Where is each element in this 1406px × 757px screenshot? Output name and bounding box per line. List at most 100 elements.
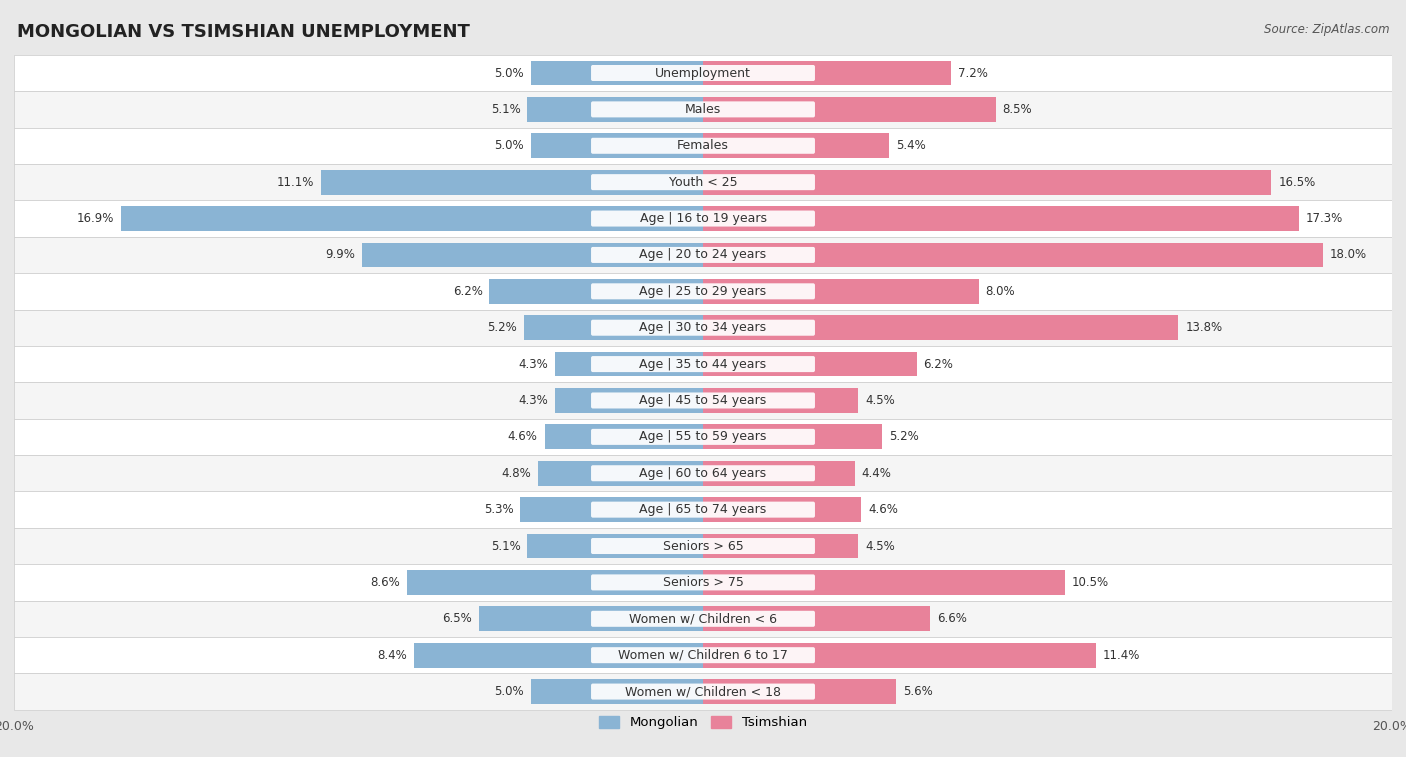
Text: Seniors > 65: Seniors > 65 — [662, 540, 744, 553]
FancyBboxPatch shape — [14, 637, 1392, 674]
FancyBboxPatch shape — [591, 138, 815, 154]
Text: 13.8%: 13.8% — [1185, 321, 1222, 334]
Text: Age | 16 to 19 years: Age | 16 to 19 years — [640, 212, 766, 225]
Text: 18.0%: 18.0% — [1330, 248, 1367, 261]
Bar — [321, 170, 703, 195]
Text: Age | 30 to 34 years: Age | 30 to 34 years — [640, 321, 766, 334]
Bar — [703, 570, 1064, 595]
FancyBboxPatch shape — [14, 128, 1392, 164]
Text: 4.8%: 4.8% — [501, 467, 531, 480]
Bar — [121, 206, 703, 231]
FancyBboxPatch shape — [591, 611, 815, 627]
Text: Age | 45 to 54 years: Age | 45 to 54 years — [640, 394, 766, 407]
Text: Unemployment: Unemployment — [655, 67, 751, 79]
Bar — [703, 497, 862, 522]
Bar — [703, 206, 1299, 231]
Text: Age | 65 to 74 years: Age | 65 to 74 years — [640, 503, 766, 516]
Bar — [703, 606, 931, 631]
FancyBboxPatch shape — [14, 237, 1392, 273]
Text: 9.9%: 9.9% — [325, 248, 356, 261]
Bar — [413, 643, 703, 668]
FancyBboxPatch shape — [591, 575, 815, 590]
Text: 5.3%: 5.3% — [484, 503, 513, 516]
Text: Source: ZipAtlas.com: Source: ZipAtlas.com — [1264, 23, 1389, 36]
Bar — [703, 352, 917, 376]
Bar — [520, 497, 703, 522]
Bar — [703, 242, 1323, 267]
Text: Age | 20 to 24 years: Age | 20 to 24 years — [640, 248, 766, 261]
Text: 5.4%: 5.4% — [896, 139, 925, 152]
FancyBboxPatch shape — [591, 356, 815, 372]
FancyBboxPatch shape — [14, 201, 1392, 237]
FancyBboxPatch shape — [14, 455, 1392, 491]
Legend: Mongolian, Tsimshian: Mongolian, Tsimshian — [593, 711, 813, 734]
FancyBboxPatch shape — [14, 164, 1392, 201]
FancyBboxPatch shape — [14, 273, 1392, 310]
FancyBboxPatch shape — [591, 392, 815, 409]
Text: 8.6%: 8.6% — [370, 576, 399, 589]
Bar — [531, 61, 703, 86]
Bar — [555, 388, 703, 413]
Bar — [703, 461, 855, 486]
FancyBboxPatch shape — [591, 538, 815, 554]
Bar — [555, 352, 703, 376]
Text: 5.0%: 5.0% — [495, 67, 524, 79]
Text: Women w/ Children < 18: Women w/ Children < 18 — [626, 685, 780, 698]
FancyBboxPatch shape — [591, 247, 815, 263]
FancyBboxPatch shape — [14, 674, 1392, 710]
Text: Seniors > 75: Seniors > 75 — [662, 576, 744, 589]
FancyBboxPatch shape — [591, 319, 815, 335]
Bar — [406, 570, 703, 595]
Bar — [361, 242, 703, 267]
Text: Age | 60 to 64 years: Age | 60 to 64 years — [640, 467, 766, 480]
Bar — [524, 316, 703, 340]
Bar — [527, 97, 703, 122]
Bar — [703, 133, 889, 158]
Text: 5.2%: 5.2% — [889, 431, 918, 444]
Text: 4.5%: 4.5% — [865, 540, 894, 553]
FancyBboxPatch shape — [14, 528, 1392, 564]
Text: Males: Males — [685, 103, 721, 116]
Text: 11.4%: 11.4% — [1102, 649, 1140, 662]
Bar — [479, 606, 703, 631]
Bar — [703, 388, 858, 413]
Text: 16.5%: 16.5% — [1278, 176, 1316, 188]
FancyBboxPatch shape — [591, 647, 815, 663]
FancyBboxPatch shape — [14, 55, 1392, 91]
Text: 16.9%: 16.9% — [76, 212, 114, 225]
FancyBboxPatch shape — [14, 600, 1392, 637]
FancyBboxPatch shape — [14, 491, 1392, 528]
Bar — [544, 425, 703, 449]
Text: 5.6%: 5.6% — [903, 685, 932, 698]
FancyBboxPatch shape — [14, 91, 1392, 128]
Text: 5.0%: 5.0% — [495, 685, 524, 698]
Bar — [703, 679, 896, 704]
Text: 4.6%: 4.6% — [869, 503, 898, 516]
Text: 7.2%: 7.2% — [957, 67, 988, 79]
Bar — [703, 425, 882, 449]
Text: 4.4%: 4.4% — [862, 467, 891, 480]
FancyBboxPatch shape — [14, 382, 1392, 419]
Text: MONGOLIAN VS TSIMSHIAN UNEMPLOYMENT: MONGOLIAN VS TSIMSHIAN UNEMPLOYMENT — [17, 23, 470, 41]
Bar — [703, 170, 1271, 195]
Text: 17.3%: 17.3% — [1306, 212, 1343, 225]
FancyBboxPatch shape — [591, 174, 815, 190]
Text: Age | 55 to 59 years: Age | 55 to 59 years — [640, 431, 766, 444]
Text: 4.3%: 4.3% — [519, 357, 548, 371]
FancyBboxPatch shape — [591, 684, 815, 699]
Bar — [489, 279, 703, 304]
Bar — [537, 461, 703, 486]
FancyBboxPatch shape — [14, 564, 1392, 600]
Bar — [703, 316, 1178, 340]
Text: 5.1%: 5.1% — [491, 103, 520, 116]
Bar — [703, 643, 1095, 668]
Text: Youth < 25: Youth < 25 — [669, 176, 737, 188]
Bar — [531, 133, 703, 158]
FancyBboxPatch shape — [14, 346, 1392, 382]
Text: 10.5%: 10.5% — [1071, 576, 1109, 589]
Text: 8.5%: 8.5% — [1002, 103, 1032, 116]
FancyBboxPatch shape — [14, 310, 1392, 346]
Bar — [527, 534, 703, 559]
Bar — [531, 679, 703, 704]
Text: 8.0%: 8.0% — [986, 285, 1015, 298]
